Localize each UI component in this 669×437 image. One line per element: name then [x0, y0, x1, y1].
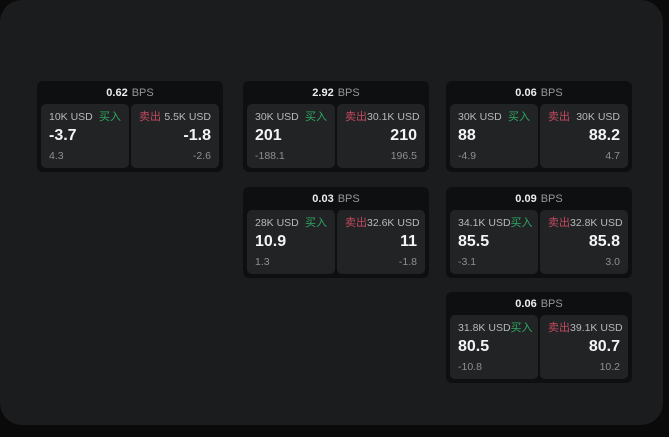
card-body: 28K USD 买入 10.9 1.3 卖出 32.6K USD 11 -1.8 — [243, 210, 429, 278]
bps-unit: BPS — [131, 86, 154, 99]
sell-amount: 30.1K USD — [367, 111, 420, 123]
card-body: 30K USD 买入 201 -188.1 卖出 30.1K USD 210 1… — [243, 104, 429, 172]
sell-amount: 5.5K USD — [164, 111, 211, 123]
sell-tile[interactable]: 卖出 30K USD 88.2 4.7 — [540, 104, 628, 168]
buy-side-label: 买入 — [305, 111, 327, 123]
sell-value: 210 — [390, 127, 417, 144]
sell-amount: 30K USD — [576, 111, 620, 123]
sell-sub-value: -1.8 — [398, 256, 417, 268]
buy-tile[interactable]: 30K USD 买入 88 -4.9 — [450, 104, 538, 168]
buy-sub-value: 1.3 — [255, 256, 270, 268]
bps-value: 0.06 — [515, 86, 537, 99]
buy-value: 201 — [255, 127, 282, 144]
buy-side-label: 买入 — [305, 217, 327, 229]
card-header: 0.09 BPS — [446, 187, 632, 210]
bps-value: 0.09 — [515, 192, 537, 205]
sell-value: 11 — [400, 233, 417, 250]
buy-sub-value: -4.9 — [458, 150, 477, 162]
buy-sub-value: -3.1 — [458, 256, 477, 268]
card-header: 0.06 BPS — [446, 292, 632, 315]
buy-tile[interactable]: 34.1K USD 买入 85.5 -3.1 — [450, 210, 538, 274]
buy-side-label: 买入 — [510, 322, 533, 334]
buy-sub-value: -188.1 — [255, 150, 285, 162]
buy-tile[interactable]: 10K USD 买入 -3.7 4.3 — [41, 104, 129, 168]
buy-tile[interactable]: 31.8K USD 买入 80.5 -10.8 — [450, 315, 538, 379]
card-body: 30K USD 买入 88 -4.9 卖出 30K USD 88.2 4.7 — [446, 104, 632, 172]
bps-unit: BPS — [540, 86, 563, 99]
sell-tile[interactable]: 卖出 39.1K USD 80.7 10.2 — [540, 315, 628, 379]
buy-side-label: 买入 — [99, 111, 121, 123]
buy-value: -3.7 — [49, 127, 77, 144]
buy-amount: 10K USD — [49, 111, 93, 123]
sell-side-label: 卖出 — [548, 322, 570, 334]
sell-tile[interactable]: 卖出 5.5K USD -1.8 -2.6 — [131, 104, 219, 168]
buy-amount: 30K USD — [458, 111, 502, 123]
sell-tile[interactable]: 卖出 32.8K USD 85.8 3.0 — [540, 210, 628, 274]
sell-tile[interactable]: 卖出 30.1K USD 210 196.5 — [337, 104, 425, 168]
quote-card: 2.92 BPS 30K USD 买入 201 -188.1 卖出 30.1K … — [243, 81, 429, 172]
bps-unit: BPS — [540, 297, 563, 310]
buy-sub-value: 4.3 — [49, 150, 64, 162]
buy-tile[interactable]: 28K USD 买入 10.9 1.3 — [247, 210, 335, 274]
sell-value: 80.7 — [588, 338, 620, 355]
card-body: 34.1K USD 买入 85.5 -3.1 卖出 32.8K USD 85.8… — [446, 210, 632, 278]
sell-side-label: 卖出 — [345, 217, 367, 229]
buy-side-label: 买入 — [510, 217, 533, 229]
sell-sub-value: 3.0 — [605, 256, 620, 268]
card-header: 2.92 BPS — [243, 81, 429, 104]
dashboard-panel: 0.62 BPS 10K USD 买入 -3.7 4.3 卖出 5.5K USD — [0, 0, 663, 425]
sell-sub-value: 196.5 — [390, 150, 417, 162]
sell-sub-value: 4.7 — [605, 150, 620, 162]
sell-amount: 39.1K USD — [570, 322, 623, 334]
sell-amount: 32.6K USD — [367, 217, 420, 229]
bps-unit: BPS — [540, 192, 563, 205]
sell-amount: 32.8K USD — [570, 217, 623, 229]
sell-sub-value: 10.2 — [599, 361, 620, 373]
bps-value: 0.06 — [515, 297, 537, 310]
card-header: 0.06 BPS — [446, 81, 632, 104]
card-body: 10K USD 买入 -3.7 4.3 卖出 5.5K USD -1.8 -2.… — [37, 104, 223, 172]
sell-tile[interactable]: 卖出 32.6K USD 11 -1.8 — [337, 210, 425, 274]
sell-sub-value: -2.6 — [192, 150, 211, 162]
card-body: 31.8K USD 买入 80.5 -10.8 卖出 39.1K USD 80.… — [446, 315, 632, 383]
quote-card: 0.62 BPS 10K USD 买入 -3.7 4.3 卖出 5.5K USD — [37, 81, 223, 172]
sell-side-label: 卖出 — [548, 111, 570, 123]
buy-tile[interactable]: 30K USD 买入 201 -188.1 — [247, 104, 335, 168]
buy-amount: 30K USD — [255, 111, 299, 123]
buy-amount: 34.1K USD — [458, 217, 511, 229]
buy-amount: 31.8K USD — [458, 322, 511, 334]
quote-card: 0.03 BPS 28K USD 买入 10.9 1.3 卖出 32.6K US… — [243, 187, 429, 278]
sell-side-label: 卖出 — [548, 217, 570, 229]
buy-side-label: 买入 — [508, 111, 530, 123]
buy-amount: 28K USD — [255, 217, 299, 229]
quote-card: 0.06 BPS 31.8K USD 买入 80.5 -10.8 卖出 39.1… — [446, 292, 632, 383]
bps-value: 0.62 — [106, 86, 128, 99]
card-header: 0.03 BPS — [243, 187, 429, 210]
bps-value: 0.03 — [312, 192, 334, 205]
buy-value: 88 — [458, 127, 476, 144]
sell-value: 88.2 — [588, 127, 620, 144]
buy-value: 10.9 — [255, 233, 287, 250]
bps-unit: BPS — [337, 86, 360, 99]
card-header: 0.62 BPS — [37, 81, 223, 104]
bps-value: 2.92 — [312, 86, 334, 99]
sell-side-label: 卖出 — [139, 111, 161, 123]
bps-unit: BPS — [337, 192, 360, 205]
quote-card: 0.09 BPS 34.1K USD 买入 85.5 -3.1 卖出 32.8K… — [446, 187, 632, 278]
buy-value: 80.5 — [458, 338, 490, 355]
sell-value: 85.8 — [588, 233, 620, 250]
sell-side-label: 卖出 — [345, 111, 367, 123]
buy-sub-value: -10.8 — [458, 361, 482, 373]
quote-card: 0.06 BPS 30K USD 买入 88 -4.9 卖出 30K USD — [446, 81, 632, 172]
buy-value: 85.5 — [458, 233, 490, 250]
sell-value: -1.8 — [183, 127, 211, 144]
